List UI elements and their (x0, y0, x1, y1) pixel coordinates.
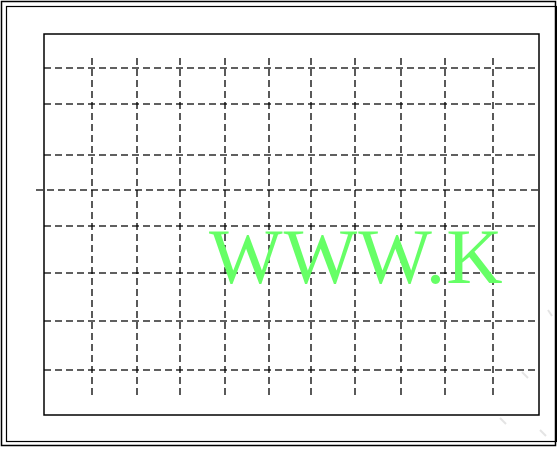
faint-mark (539, 429, 547, 437)
faint-mark (499, 417, 507, 425)
faint-mark (547, 309, 553, 317)
horizontal-dashed-lines (36, 67, 539, 371)
inner-rectangle (43, 33, 540, 416)
vertical-dashed-lines (91, 58, 494, 398)
faint-background-marks (499, 309, 553, 437)
watermark-text: WWW.K (209, 213, 504, 300)
faint-mark (521, 371, 529, 379)
